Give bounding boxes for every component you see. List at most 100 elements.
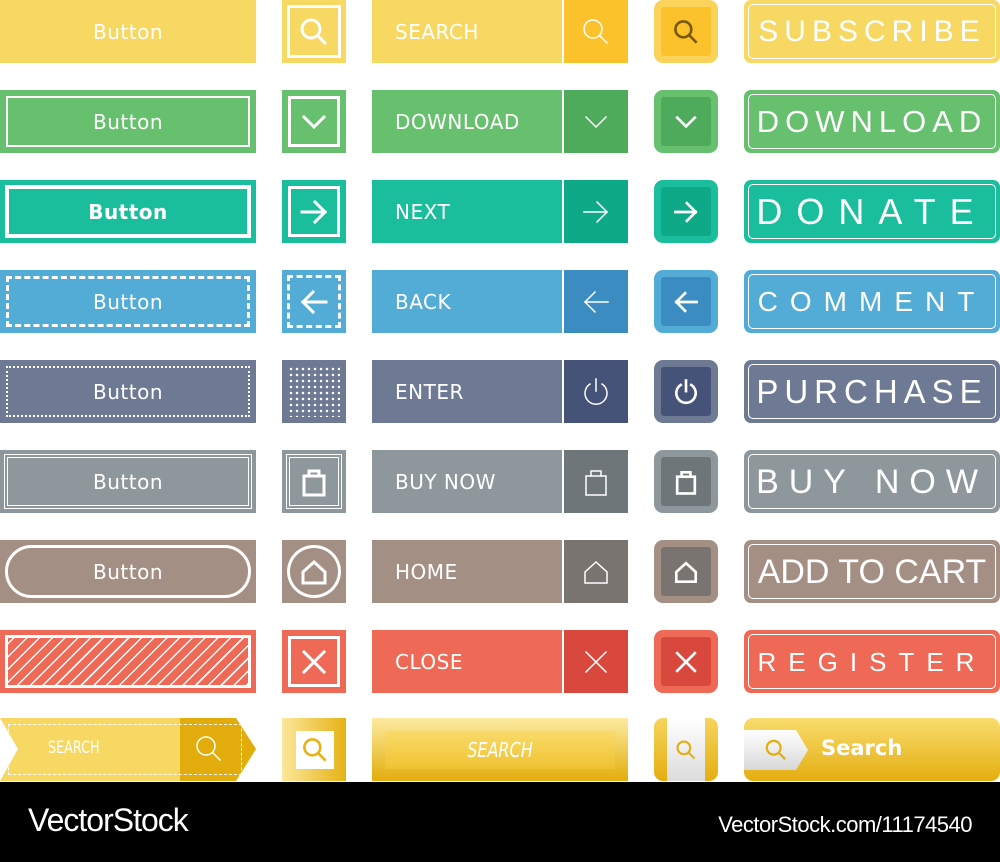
- button-label: REGISTER: [757, 646, 987, 677]
- shopping-bag-rounded-button[interactable]: [654, 450, 718, 513]
- search-icon: [744, 730, 808, 770]
- download-button[interactable]: DOWNLOAD: [372, 90, 562, 153]
- icon-frame: [286, 454, 342, 509]
- icon-frame: [288, 636, 340, 687]
- button-label: SEARCH: [467, 737, 533, 762]
- search-icon: [667, 718, 705, 781]
- arrow-right-icon-button[interactable]: [282, 180, 346, 243]
- close-icon: [661, 637, 711, 686]
- button-border: [5, 545, 251, 598]
- search-icon: [296, 731, 334, 769]
- chevron-down-icon: [579, 105, 613, 139]
- button-label: BACK: [395, 289, 452, 314]
- search-pill-button[interactable]: Search: [744, 718, 1000, 781]
- button-style-7[interactable]: Button: [0, 540, 256, 603]
- button-label: DONATE: [756, 190, 988, 232]
- home-rounded-button[interactable]: [654, 540, 718, 603]
- button-label: ENTER: [395, 379, 464, 404]
- button-style-2[interactable]: Button: [0, 90, 256, 153]
- button-style-6[interactable]: Button: [0, 450, 256, 513]
- home-button[interactable]: HOME: [372, 540, 562, 603]
- button-border: [748, 4, 996, 59]
- home-icon: [661, 547, 711, 596]
- button-label: NEXT: [395, 199, 451, 224]
- arrow-left-icon-button[interactable]: [282, 270, 346, 333]
- chevron-down-icon: [661, 97, 711, 146]
- button-style-5[interactable]: Button: [0, 360, 256, 423]
- search-icon-button[interactable]: [564, 0, 628, 63]
- chevron-down-icon: [297, 105, 331, 139]
- button-border: [4, 454, 252, 509]
- bevel-search-button[interactable]: SEARCH: [372, 718, 628, 781]
- chevron-down-rounded-button[interactable]: [654, 90, 718, 153]
- vectorstock-logo: VectorStock: [28, 802, 189, 838]
- power-icon-button[interactable]: [564, 360, 628, 423]
- enter-button[interactable]: ENTER: [372, 360, 562, 423]
- button-style-1[interactable]: Button: [0, 0, 256, 63]
- ribbon-search-button[interactable]: SEARCH: [0, 718, 256, 781]
- arrow-left-icon: [579, 285, 613, 319]
- search-icon-button[interactable]: [282, 0, 346, 63]
- close-icon: [297, 645, 331, 679]
- footer: VectorStock VectorStock.com/11174540: [0, 782, 1000, 862]
- search-icon-button[interactable]: [282, 718, 346, 781]
- shopping-bag-icon: [661, 457, 711, 506]
- button-border: [5, 185, 251, 238]
- power-rounded-button[interactable]: [654, 360, 718, 423]
- search-icon: [661, 7, 711, 56]
- back-button[interactable]: BACK: [372, 270, 562, 333]
- home-icon-button[interactable]: [564, 540, 628, 603]
- chevron-down-icon-button[interactable]: [282, 90, 346, 153]
- home-icon-button[interactable]: [282, 540, 346, 603]
- close-icon-button[interactable]: [282, 630, 346, 693]
- button-border: [748, 364, 996, 419]
- arrow-right-rounded-button[interactable]: [654, 180, 718, 243]
- button-label: SEARCH: [48, 738, 100, 758]
- close-icon-button[interactable]: [564, 630, 628, 693]
- image-url: VectorStock.com/11174540: [718, 812, 972, 837]
- home-icon: [579, 555, 613, 589]
- download-button[interactable]: DOWNLOAD: [744, 90, 1000, 153]
- shopping-bag-icon: [579, 465, 613, 499]
- shopping-bag-icon-button[interactable]: [282, 450, 346, 513]
- buy-now-button[interactable]: BUY NOW: [372, 450, 562, 513]
- search-icon-button[interactable]: [654, 718, 718, 781]
- arrow-right-icon: [297, 195, 331, 229]
- chevron-down-icon-button[interactable]: [564, 90, 628, 153]
- arrow-right-icon: [661, 187, 711, 236]
- comment-button[interactable]: COMMENT: [744, 270, 1000, 333]
- donate-button[interactable]: DONATE: [744, 180, 1000, 243]
- search-button[interactable]: SEARCH: [372, 0, 562, 63]
- button-border: [748, 634, 996, 689]
- button-label: BUY NOW: [756, 462, 988, 501]
- button-label: SUBSCRIBE: [758, 14, 986, 48]
- button-label: SEARCH: [395, 19, 479, 44]
- close-button[interactable]: CLOSE: [372, 630, 562, 693]
- button-style-4[interactable]: Button: [0, 270, 256, 333]
- arrow-left-rounded-button[interactable]: [654, 270, 718, 333]
- arrow-right-icon-button[interactable]: [564, 180, 628, 243]
- register-button[interactable]: REGISTER: [744, 630, 1000, 693]
- next-button[interactable]: NEXT: [372, 180, 562, 243]
- button-style-3[interactable]: Button: [0, 180, 256, 243]
- icon-frame: [288, 96, 340, 147]
- shopping-bag-icon-button[interactable]: [564, 450, 628, 513]
- button-style-8[interactable]: [0, 630, 256, 693]
- power-icon: [661, 367, 711, 416]
- button-label: DOWNLOAD: [756, 104, 988, 139]
- button-label: HOME: [395, 559, 458, 584]
- button-border: [6, 366, 250, 417]
- buy-now-button[interactable]: BUY NOW: [744, 450, 1000, 513]
- arrow-left-icon: [661, 277, 711, 326]
- subscribe-button[interactable]: SUBSCRIBE: [744, 0, 1000, 63]
- add-to-cart-button[interactable]: ADD TO CART: [744, 540, 1000, 603]
- close-rounded-button[interactable]: [654, 630, 718, 693]
- shopping-bag-icon: [297, 465, 331, 499]
- button-label: Search: [821, 736, 903, 760]
- button-label: Button: [93, 19, 163, 44]
- arrow-left-icon: [297, 285, 331, 319]
- search-rounded-button[interactable]: [654, 0, 718, 63]
- arrow-left-icon-button[interactable]: [564, 270, 628, 333]
- power-icon-button[interactable]: [282, 360, 346, 423]
- purchase-button[interactable]: PURCHASE: [744, 360, 1000, 423]
